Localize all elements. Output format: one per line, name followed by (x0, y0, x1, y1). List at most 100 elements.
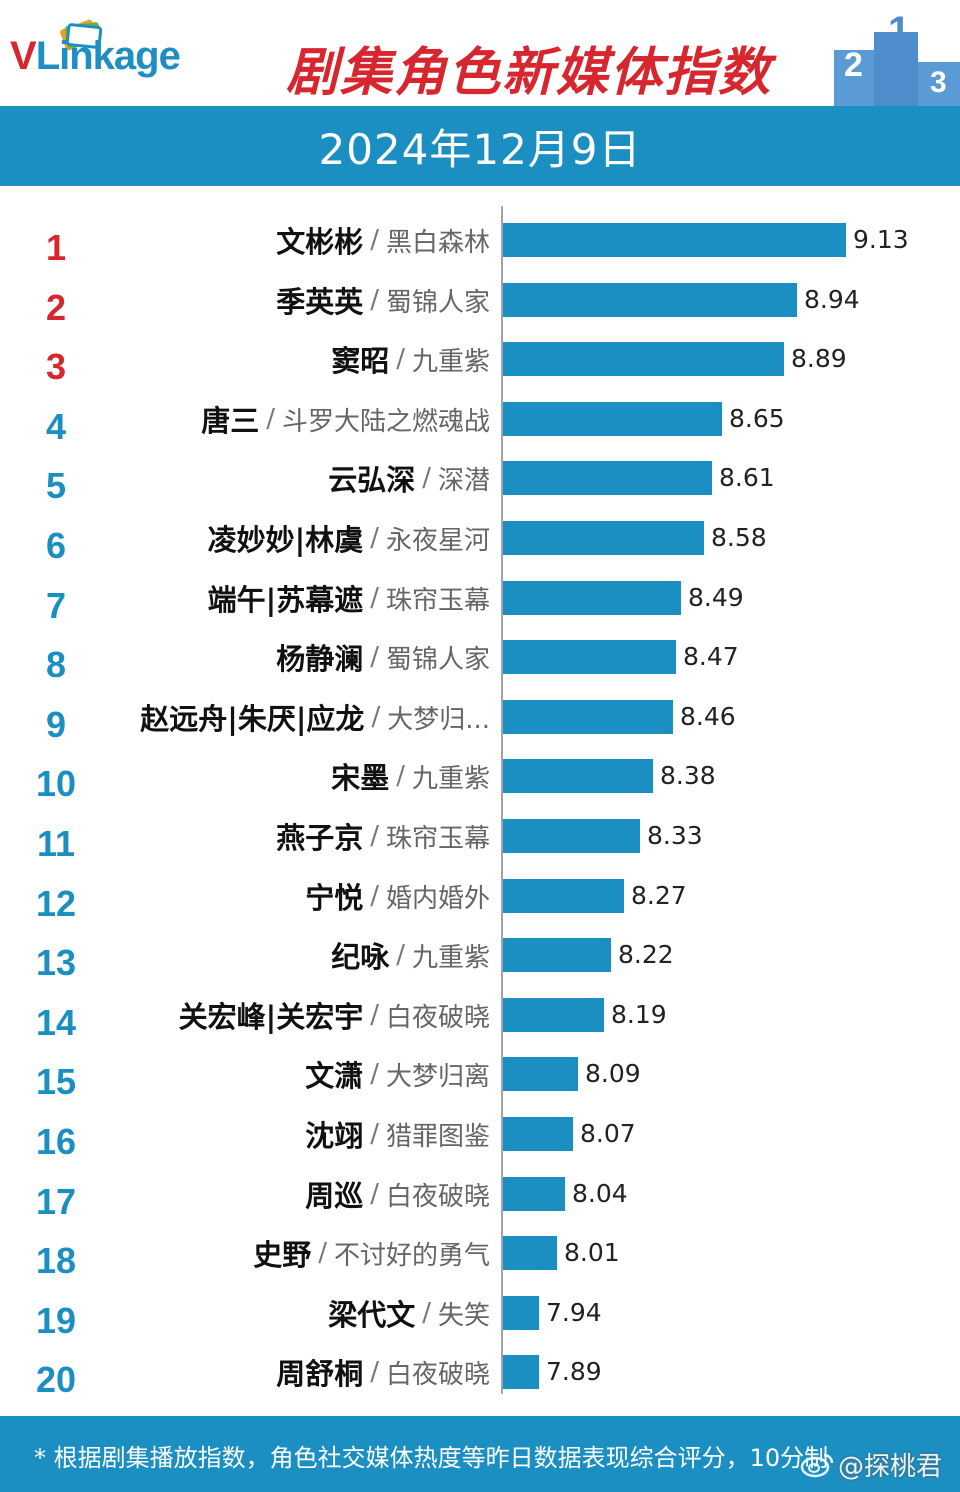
drama-name: 黑白森林 (385, 227, 490, 258)
rank-number: 13 (35, 942, 77, 983)
character-name: 关宏峰|关宏宇 (178, 1000, 364, 1034)
character-name: 云弘深 (328, 463, 416, 497)
rank-number: 5 (45, 465, 67, 506)
chart-row: 4 唐三 / 斗罗大陆之燃魂战 8.65 (0, 401, 960, 445)
category-label: 史野 / 不讨好的勇气 (253, 1235, 490, 1272)
podium-icon: 2 1 3 (834, 10, 960, 106)
drama-name: 珠帘玉幕 (385, 585, 490, 616)
rank-number: 14 (35, 1002, 77, 1043)
chart-row: 15 文潇 / 大梦归离 8.09 (0, 1056, 960, 1100)
separator: / (370, 1059, 379, 1089)
weibo-icon (800, 1453, 834, 1477)
bar (503, 998, 604, 1032)
character-name: 周巡 (305, 1179, 364, 1213)
rank-number: 11 (36, 823, 76, 864)
chart-row: 19 梁代文 / 失笑 7.94 (0, 1295, 960, 1339)
category-label: 赵远舟|朱厌|应龙 / 大梦归... (140, 699, 490, 736)
category-label: 周舒桐 / 白夜破晓 (276, 1354, 490, 1391)
character-name: 季英英 (276, 285, 364, 319)
category-label: 季英英 / 蜀锦人家 (276, 282, 490, 319)
bar (503, 521, 704, 555)
date-label: 2024年12月9日 (318, 124, 642, 174)
svg-text:3: 3 (930, 66, 947, 99)
category-label: 燕子京 / 珠帘玉幕 (276, 818, 490, 855)
separator: / (422, 1298, 431, 1328)
bar (503, 1296, 539, 1330)
separator: / (370, 881, 379, 911)
watermark: @探桃君 (800, 1446, 942, 1483)
y-axis-line (501, 206, 503, 1394)
character-name: 杨静澜 (276, 642, 364, 676)
data-label: 8.01 (564, 1238, 620, 1267)
drama-name: 白夜破晓 (385, 1181, 490, 1212)
character-name: 窦昭 (331, 344, 390, 378)
category-label: 梁代文 / 失笑 (328, 1295, 490, 1332)
drama-name: 不讨好的勇气 (333, 1240, 490, 1271)
drama-name: 九重紫 (411, 942, 490, 973)
data-label: 8.94 (804, 285, 860, 314)
category-label: 杨静澜 / 蜀锦人家 (276, 639, 490, 676)
chart-row: 11 燕子京 / 珠帘玉幕 8.33 (0, 818, 960, 862)
data-label: 8.49 (688, 583, 744, 612)
bar (503, 938, 611, 972)
chart-row: 16 沈翊 / 猎罪图鉴 8.07 (0, 1116, 960, 1160)
rank-number: 12 (35, 883, 77, 924)
bar (503, 402, 722, 436)
bar (503, 223, 846, 257)
data-label: 8.19 (611, 1000, 667, 1029)
separator: / (370, 642, 379, 672)
bar (503, 461, 712, 495)
data-label: 8.38 (660, 761, 716, 790)
category-label: 周巡 / 白夜破晓 (305, 1176, 490, 1213)
character-name: 燕子京 (276, 821, 364, 855)
category-label: 唐三 / 斗罗大陆之燃魂战 (201, 401, 490, 438)
separator: / (370, 523, 379, 553)
category-label: 窦昭 / 九重紫 (331, 341, 490, 378)
drama-name: 九重紫 (411, 763, 490, 794)
separator: / (318, 1238, 327, 1268)
rank-number: 7 (45, 585, 67, 626)
chart-row: 5 云弘深 / 深潜 8.61 (0, 460, 960, 504)
logo-cards-icon (60, 19, 103, 51)
rank-number: 6 (45, 525, 67, 566)
data-label: 8.47 (683, 642, 739, 671)
character-name: 史野 (253, 1238, 312, 1272)
character-name: 宋墨 (331, 761, 390, 795)
separator: / (370, 1179, 379, 1209)
drama-name: 蜀锦人家 (385, 287, 490, 318)
header: VLinkage 剧集角色新媒体指数 2 1 3 (0, 0, 960, 106)
drama-name: 失笑 (437, 1300, 490, 1331)
separator: / (370, 583, 379, 613)
category-label: 沈翊 / 猎罪图鉴 (305, 1116, 490, 1153)
drama-name: 斗罗大陆之燃魂战 (281, 406, 490, 437)
drama-name: 蜀锦人家 (385, 644, 490, 675)
rank-number: 10 (35, 763, 77, 804)
drama-name: 婚内婚外 (385, 883, 490, 914)
character-name: 纪咏 (331, 940, 390, 974)
watermark-text: @探桃君 (838, 1452, 943, 1482)
svg-text:2: 2 (844, 46, 863, 84)
chart-row: 7 端午|苏幕遮 / 珠帘玉幕 8.49 (0, 580, 960, 624)
drama-name: 大梦归离 (385, 1061, 490, 1092)
rank-number: 9 (45, 704, 67, 745)
drama-name: 白夜破晓 (385, 1359, 490, 1390)
footer-banner: * 根据剧集播放指数，角色社交媒体热度等昨日数据表现综合评分，10分制 (0, 1416, 960, 1492)
chart-row: 14 关宏峰|关宏宇 / 白夜破晓 8.19 (0, 997, 960, 1041)
drama-name: 永夜星河 (385, 525, 490, 556)
chart-row: 17 周巡 / 白夜破晓 8.04 (0, 1176, 960, 1220)
separator: / (370, 1119, 379, 1149)
bar (503, 759, 653, 793)
category-label: 文潇 / 大梦归离 (305, 1056, 490, 1093)
date-banner: 2024年12月9日 (0, 106, 960, 186)
separator: / (370, 285, 379, 315)
character-name: 沈翊 (305, 1119, 364, 1153)
separator: / (370, 821, 379, 851)
character-name: 文彬彬 (276, 225, 364, 259)
svg-text:1: 1 (888, 10, 910, 53)
rank-number: 19 (35, 1300, 77, 1341)
category-label: 纪咏 / 九重紫 (331, 937, 490, 974)
data-label: 8.04 (572, 1179, 628, 1208)
rank-number: 8 (45, 644, 67, 685)
data-label: 8.58 (711, 523, 767, 552)
character-name: 端午|苏幕遮 (207, 583, 364, 617)
